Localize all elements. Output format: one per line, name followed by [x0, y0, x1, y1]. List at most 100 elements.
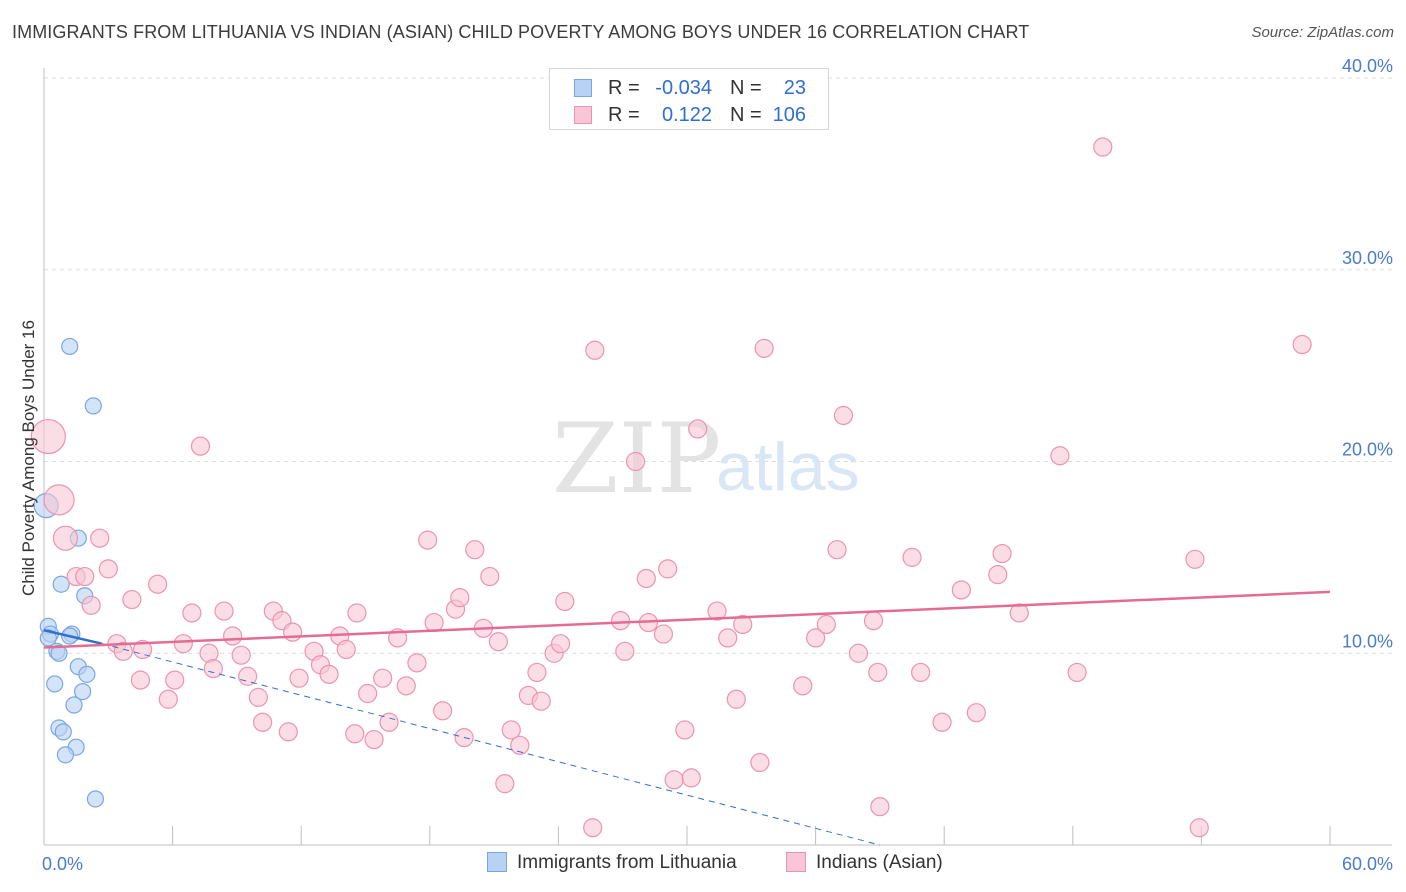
point-indians	[833, 405, 854, 426]
label-layer: 10.0% 20.0% 30.0% 40.0% 0.0% 60.0%	[42, 56, 1393, 874]
point-lithuania	[54, 723, 72, 741]
point-indians	[90, 528, 110, 548]
point-lithuania	[39, 629, 57, 647]
point-indians	[1009, 603, 1029, 623]
point-indians	[527, 662, 547, 683]
legend-n-label: N =	[730, 77, 762, 99]
point-indians	[966, 703, 986, 723]
point-indians	[827, 540, 847, 560]
point-indians	[625, 451, 646, 472]
point-indians	[510, 735, 530, 755]
point-indians	[253, 712, 273, 732]
point-indians	[585, 340, 605, 360]
point-indians	[358, 683, 378, 704]
point-indians	[424, 612, 444, 633]
point-indians	[450, 588, 470, 608]
y-tick-label: 10.0%	[1342, 631, 1393, 651]
legend-swatch-indians	[574, 106, 592, 124]
point-lithuania	[61, 337, 79, 356]
legend-label-indians: Indians (Asian)	[816, 852, 943, 873]
x-tick-label: 0.0%	[42, 854, 83, 874]
legend-row-lithuania: R = -0.034 N = 23	[550, 75, 828, 101]
point-indians	[555, 591, 575, 612]
point-indians	[52, 525, 79, 551]
y-tick-label: 40.0%	[1342, 56, 1393, 76]
point-indians	[733, 614, 753, 635]
point-indians	[488, 632, 508, 652]
point-indians	[992, 543, 1012, 564]
point-indians	[615, 641, 635, 661]
point-indians	[681, 768, 701, 788]
y-tick-label: 30.0%	[1342, 248, 1393, 268]
point-indians	[863, 611, 884, 631]
watermark: ZIP atlas	[552, 403, 860, 515]
point-indians	[113, 641, 133, 661]
point-indians	[347, 603, 367, 623]
point-indians	[1185, 549, 1205, 569]
legend-swatch-lithuania	[487, 852, 507, 872]
legend-r-value: -0.034	[655, 77, 712, 99]
point-indians	[902, 547, 922, 567]
point-indians	[364, 729, 384, 750]
point-indians	[465, 540, 485, 560]
legend-r-label: R =	[608, 77, 640, 99]
point-indians	[754, 338, 774, 358]
point-indians	[214, 601, 234, 621]
point-indians	[81, 595, 101, 615]
point-indians	[231, 645, 251, 665]
point-indians	[396, 676, 416, 696]
legend-item-indians[interactable]: Indians (Asian)	[786, 852, 943, 874]
point-indians	[868, 662, 888, 683]
point-indians	[289, 668, 309, 688]
point-indians	[147, 574, 168, 594]
point-indians	[98, 559, 118, 579]
point-indians	[583, 818, 603, 838]
point-indians	[132, 639, 153, 660]
point-indians	[988, 565, 1008, 585]
point-indians	[911, 662, 931, 683]
point-indians	[30, 418, 66, 455]
legend-item-lithuania[interactable]: Immigrants from Lithuania	[487, 852, 737, 874]
chart-title: IMMIGRANTS FROM LITHUANIA VS INDIAN (ASI…	[12, 22, 1030, 42]
point-indians	[379, 712, 399, 732]
point-indians	[433, 701, 453, 721]
trend-layer	[43, 590, 1331, 846]
point-indians	[664, 770, 684, 790]
point-indians	[345, 724, 365, 744]
point-indians	[531, 691, 551, 711]
point-indians	[707, 601, 727, 621]
legend-r-value: 0.122	[661, 104, 712, 126]
point-indians	[636, 568, 656, 589]
y-tick-label: 20.0%	[1342, 440, 1393, 460]
point-indians	[658, 559, 678, 579]
point-indians	[675, 720, 695, 740]
point-indians	[336, 639, 356, 660]
source-label: Source: ZipAtlas.com	[1251, 24, 1394, 41]
legend-swatch-lithuania	[574, 79, 592, 97]
point-indians	[1050, 446, 1070, 466]
point-lithuania	[73, 682, 92, 701]
point-indians	[726, 689, 746, 709]
series-legend: Immigrants from Lithuania Indians (Asian…	[0, 852, 1406, 878]
trend-line-indians	[43, 590, 1331, 649]
point-indians	[1093, 137, 1113, 157]
point-indians	[1067, 662, 1087, 683]
point-indians	[190, 436, 211, 456]
legend-row-indians: R = 0.122 N = 106	[550, 102, 828, 128]
point-indians	[688, 419, 708, 439]
point-indians	[816, 614, 836, 635]
point-indians	[130, 670, 151, 690]
point-indians	[501, 720, 521, 740]
point-indians	[805, 628, 826, 648]
point-indians	[283, 622, 303, 642]
point-indians	[223, 626, 243, 646]
point-lithuania	[84, 397, 102, 415]
legend-swatch-indians	[786, 852, 806, 872]
point-lithuania	[50, 644, 68, 662]
point-indians	[407, 653, 427, 673]
point-indians	[278, 722, 298, 742]
point-indians	[550, 634, 571, 654]
point-indians	[932, 712, 952, 732]
point-indians	[495, 774, 515, 794]
